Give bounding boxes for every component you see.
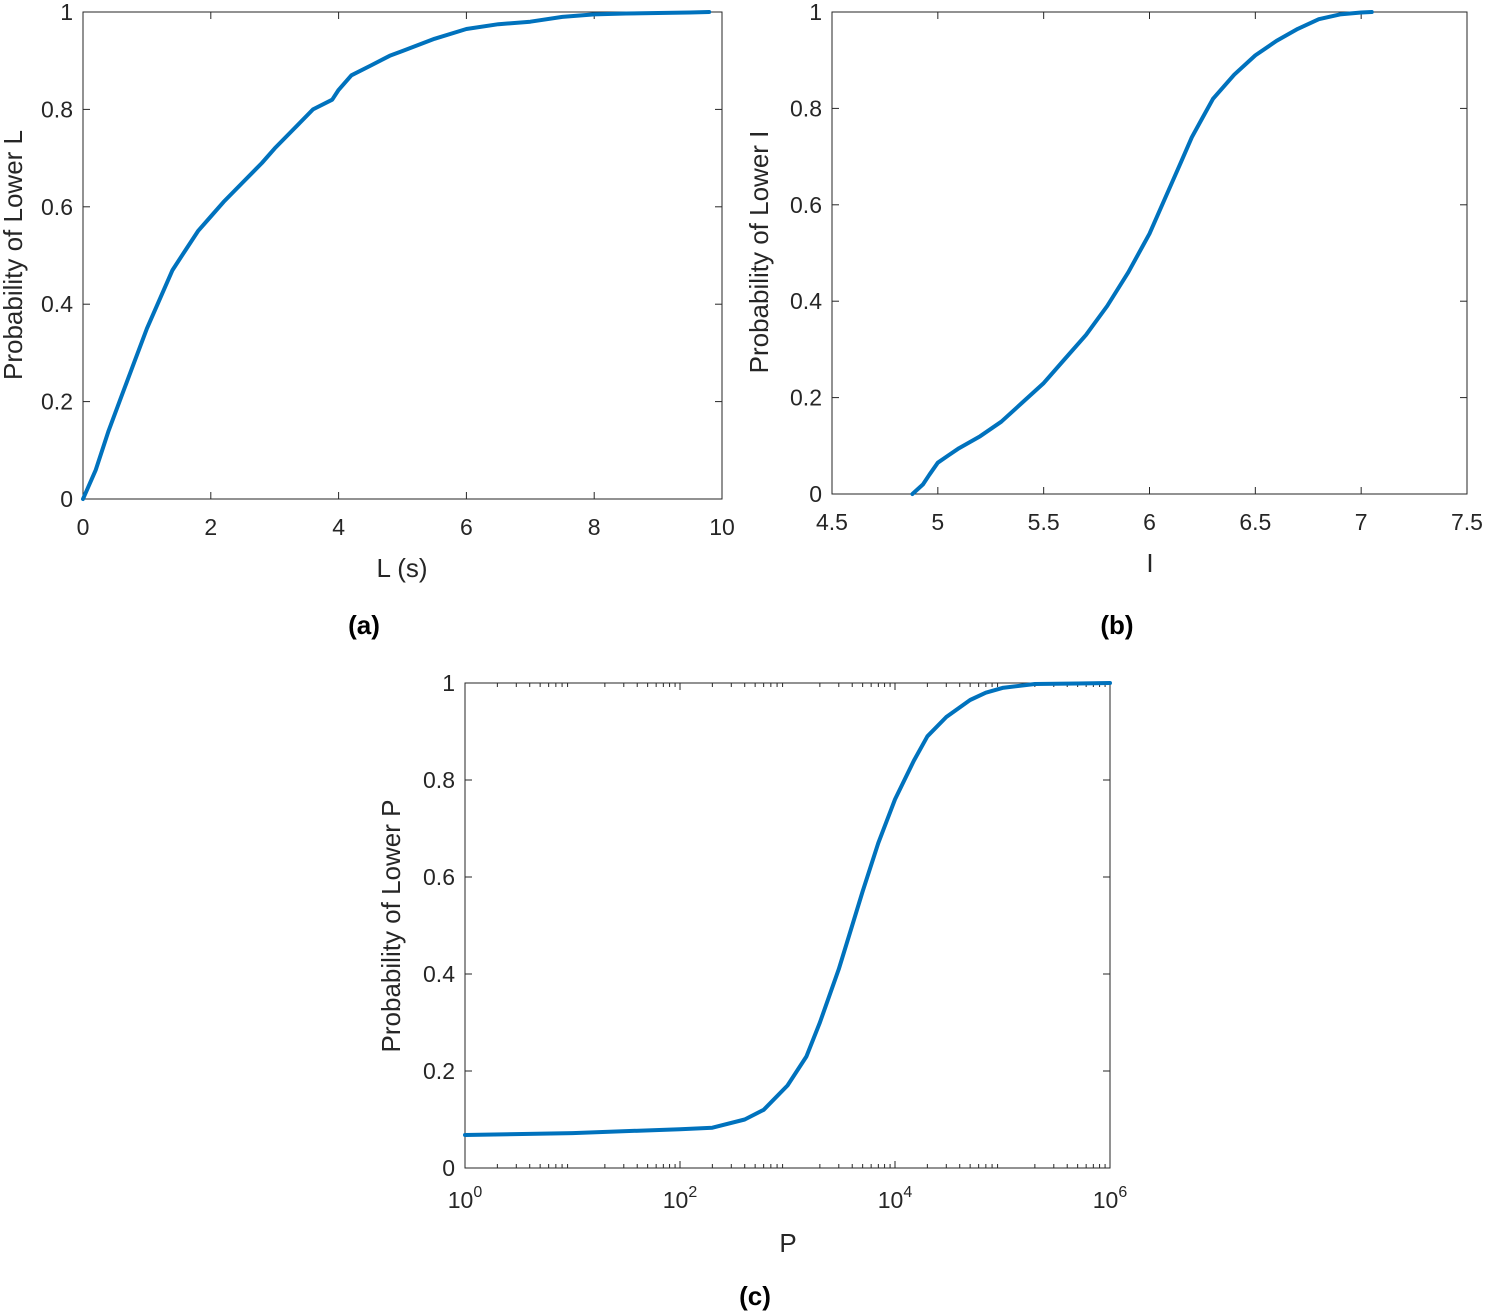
xtick-label: 4 (332, 514, 345, 540)
axes-frame-c (464, 682, 1111, 1169)
ytick-label: 1 (442, 670, 455, 696)
axes-frame-a (82, 11, 723, 500)
ytick-label: 0 (60, 486, 73, 512)
ytick-label: 0.6 (41, 194, 73, 220)
panel-label-c: (c) (739, 1281, 771, 1311)
cdf-line-a (81, 10, 712, 501)
ytick-label: 0.2 (41, 389, 73, 415)
ytick-label: 0.6 (790, 192, 822, 218)
panel-label-b: (b) (1100, 610, 1133, 640)
axes-frame-b (831, 11, 1468, 495)
xtick-label: 2 (204, 514, 217, 540)
xtick-label: 106 (1093, 1184, 1128, 1213)
ytick-label: 0.6 (423, 864, 455, 890)
plot-b: Probability of Lower I I (b) 0 0.2 0.4 0.6 0… (744, 0, 1483, 640)
xtick-label: 100 (448, 1184, 483, 1213)
ytick-label: 0.4 (790, 288, 822, 314)
xtick-label: 7 (1355, 509, 1368, 535)
plot-a: Probability of Lower L L (s) (a) 0 0.2 0.4… (0, 0, 735, 640)
xlabel-c: P (779, 1228, 796, 1258)
ytick-label: 0.2 (790, 385, 822, 411)
xlabel-a: L (s) (376, 553, 427, 583)
ytick-label: 0.2 (423, 1058, 455, 1084)
xtick-label: 102 (663, 1184, 698, 1213)
xtick-label: 5 (931, 509, 944, 535)
ylabel-b: Probability of Lower I (744, 131, 774, 374)
panel-label-a: (a) (348, 610, 380, 640)
xtick-label: 104 (878, 1184, 913, 1213)
cdf-line-b (910, 10, 1374, 496)
xtick-label: 7.5 (1451, 509, 1483, 535)
ytick-label: 1 (809, 0, 822, 25)
ytick-label: 0 (442, 1155, 455, 1181)
plot-c: Probability of Lower P P (c) 0 0.2 0.4 0.6 0… (376, 670, 1127, 1311)
xtick-label: 6 (1143, 509, 1156, 535)
ytick-label: 0.8 (41, 96, 73, 122)
ytick-label: 0 (809, 481, 822, 507)
ytick-label: 0.8 (790, 95, 822, 121)
xtick-label: 6 (460, 514, 473, 540)
ylabel-a: Probability of Lower L (0, 130, 28, 380)
ylabel-c: Probability of Lower P (376, 800, 406, 1053)
xtick-label: 8 (588, 514, 601, 540)
ytick-label: 0.4 (423, 961, 455, 987)
ytick-label: 0.4 (41, 291, 73, 317)
xlabel-b: I (1146, 548, 1153, 578)
ytick-label: 1 (60, 0, 73, 25)
xtick-label: 4.5 (816, 509, 848, 535)
xtick-label: 10 (709, 514, 735, 540)
xtick-label: 0 (77, 514, 90, 540)
cdf-line-c (463, 681, 1112, 1137)
xtick-label: 5.5 (1028, 509, 1060, 535)
ytick-label: 0.8 (423, 767, 455, 793)
xtick-label: 6.5 (1239, 509, 1271, 535)
